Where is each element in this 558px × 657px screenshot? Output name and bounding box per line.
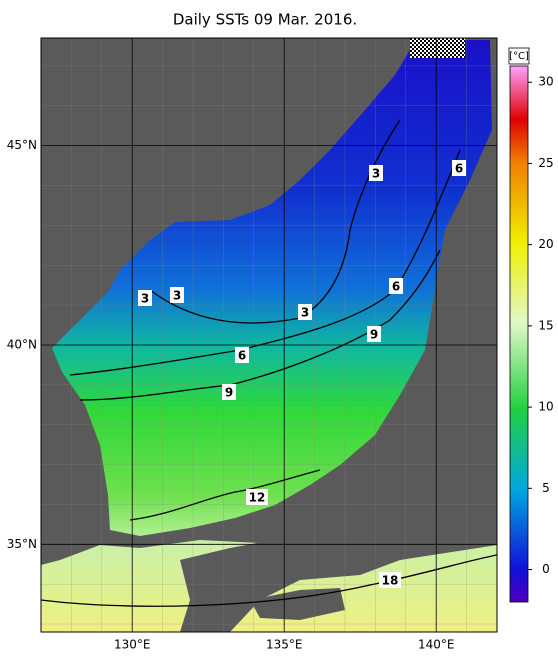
contour-line	[69, 149, 461, 376]
contour-label-bg	[170, 287, 184, 303]
lat-label: 45°N	[7, 138, 37, 152]
unit-box	[508, 47, 530, 65]
title: Daily SSTs 09 Mar. 2016.	[173, 11, 357, 29]
colorbar-tick-label: 5	[542, 481, 550, 495]
axes: 130°E 135°E 140°E 45°N 40°N 35°N	[7, 138, 455, 651]
contour-line	[129, 469, 321, 521]
contour-label: 3	[372, 167, 380, 181]
colorbar-tick-label: 20	[538, 237, 553, 251]
colorbar: 0 5 10 15 20 25 30	[509, 65, 554, 603]
contour-label: 3	[301, 306, 309, 320]
korea-south	[41, 500, 110, 565]
contour-label-bg	[452, 160, 466, 176]
contour-label: 18	[382, 574, 399, 588]
contour-label: 3	[141, 292, 149, 306]
contour-line	[79, 249, 441, 401]
lat-label: 35°N	[7, 537, 37, 551]
colorbar-tick-label: 25	[538, 156, 553, 170]
map-area: 3 3 3 3 6 6 6 9 9 12 18	[41, 38, 497, 632]
frame	[40, 37, 498, 633]
contour-line	[41, 554, 497, 607]
lon-label: 130°E	[114, 638, 151, 652]
lat-label: 40°N	[7, 337, 37, 351]
contour-label: 9	[370, 328, 378, 342]
contour-labels: 3 3 3 3 6 6 6 9 9 12 18	[138, 160, 466, 588]
lon-label: 135°E	[266, 638, 303, 652]
no-data	[410, 38, 465, 58]
contour-label: 6	[238, 349, 246, 363]
colorbar-tick-label: 15	[538, 318, 553, 332]
colorbar-tick-label: 0	[542, 562, 550, 576]
contour-label: 12	[249, 491, 266, 505]
contour-label-bg	[369, 165, 383, 181]
contour-label-bg	[246, 489, 268, 505]
colorbar-tick-label: 30	[538, 75, 553, 89]
colorbar-scale	[509, 65, 529, 603]
sea-of-japan	[52, 40, 492, 536]
lon-label: 140°E	[418, 638, 455, 652]
contour-label: 3	[173, 289, 181, 303]
contour-label-bg	[367, 326, 381, 342]
contour-label-bg	[298, 304, 312, 320]
contour-label-bg	[379, 572, 401, 588]
contour-label-bg	[138, 290, 152, 306]
contour-label: 6	[455, 162, 463, 176]
colorbar-tick-label: 10	[538, 400, 553, 414]
contour-label: 9	[225, 386, 233, 400]
contour-label-bg	[235, 347, 249, 363]
kyushu-honshu	[180, 350, 497, 632]
contour-label-bg	[389, 278, 403, 294]
shikoku	[250, 588, 345, 620]
colorbar-unit: [°C]	[509, 51, 529, 62]
grid	[41, 38, 497, 632]
contour-label-bg	[222, 384, 236, 400]
contour-label: 6	[392, 280, 400, 294]
